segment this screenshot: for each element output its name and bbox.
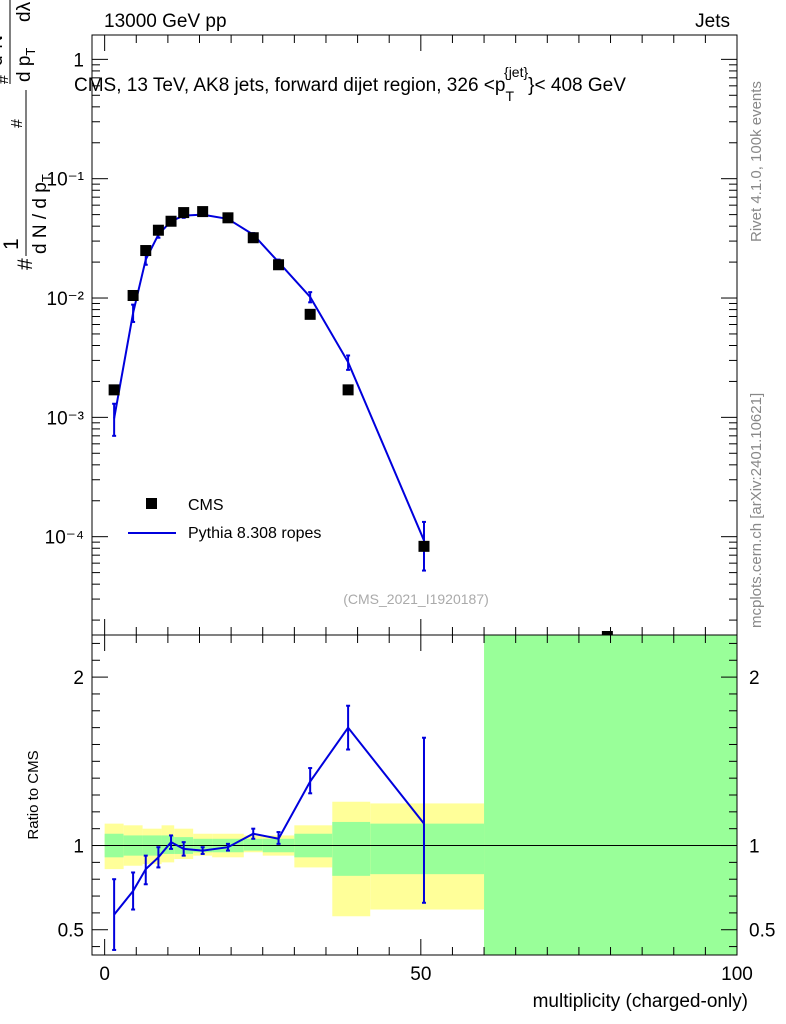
ratio-xtick-label: 50 <box>410 964 431 985</box>
main-ytick-label: 1 <box>73 50 84 71</box>
x-axis-label: multiplicity (charged-only) <box>533 991 748 1012</box>
ratio-band-green <box>243 838 263 851</box>
ratio-marks <box>112 704 426 951</box>
ylabel-lambda: dλ <box>14 1 35 22</box>
ratio-band-green <box>332 821 371 876</box>
plot-title: CMS, 13 TeV, AK8 jets, forward dijet reg… <box>74 64 626 104</box>
main-ytick-label: 10⁻⁴ <box>45 528 84 549</box>
ratio-axis-ticks: 0.5 0.5 1 1 2 2 0 50 100 <box>58 635 775 985</box>
mcplots-text: mcplots.cern.ch [arXiv:2401.10621] <box>748 393 765 628</box>
ratio-ytick-label: 2 <box>73 668 84 689</box>
ratio-xtick-label: 100 <box>721 964 753 985</box>
main-ytick-label: 10⁻¹ <box>47 170 85 191</box>
ratio-panel <box>92 635 737 955</box>
ylabel-one: 1 <box>0 238 23 250</box>
ratio-band-green <box>370 823 485 875</box>
ratio-ytick-label: 1 <box>73 837 84 858</box>
cms-point <box>247 232 259 244</box>
main-ylabel: # 1 d N / d pT # # d2N d pT dλ <box>0 0 54 270</box>
cms-point <box>342 384 354 396</box>
ylabel-den2: d pT <box>14 48 38 82</box>
ratio-frame <box>91 634 738 956</box>
header-right: Jets <box>695 11 730 32</box>
ylabel-hash3: # <box>0 75 12 84</box>
ylabel-den: d N / d pT <box>30 174 54 254</box>
ratio-xtick-label: 0 <box>99 964 110 985</box>
ratio-ytick-label-right: 0.5 <box>749 921 775 942</box>
cms-point <box>165 215 177 227</box>
cms-point <box>197 206 209 218</box>
cms-point <box>418 540 430 552</box>
analysis-tag: (CMS_2021_I1920187) <box>343 591 489 607</box>
mc-line <box>113 213 425 541</box>
ratio-ytick-label: 0.5 <box>58 921 84 942</box>
title-post: }< 408 GeV <box>528 75 626 96</box>
cms-point <box>127 289 139 301</box>
header-left: 13000 GeV pp <box>104 11 227 32</box>
main-ytick-label: 10⁻² <box>47 289 85 310</box>
main-frame <box>91 34 738 636</box>
cms-point <box>140 245 152 257</box>
legend-mc-label: Pythia 8.308 ropes <box>188 525 321 542</box>
cms-point <box>222 212 234 224</box>
cms-point <box>304 308 316 320</box>
legend-cms-label: CMS <box>188 497 224 514</box>
title-sub: T <box>505 88 514 104</box>
rivet-version-text: Rivet 4.1.0, 100k events <box>748 81 765 242</box>
ratio-band-green <box>484 635 737 955</box>
main-axis-ticks: 1 10⁻¹ 10⁻² 10⁻³ 10⁻⁴ <box>45 35 738 635</box>
cms-point <box>108 384 120 396</box>
ylabel-num: d2N <box>0 35 7 66</box>
cms-point <box>178 207 190 219</box>
title-pre: CMS, 13 TeV, AK8 jets, forward dijet reg… <box>74 75 505 96</box>
ylabel-hash2: # <box>9 119 26 128</box>
ylabel-hash1: # <box>14 258 37 270</box>
title-sup: {jet} <box>504 64 528 80</box>
cms-point <box>601 631 613 635</box>
ratio-ytick-label-right: 2 <box>749 668 760 689</box>
cms-point <box>152 224 164 236</box>
ratio-ytick-label-right: 1 <box>749 837 760 858</box>
main-ytick-label: 10⁻³ <box>47 408 85 429</box>
cms-point <box>273 259 285 271</box>
main-marks <box>108 206 613 635</box>
ratio-ylabel: Ratio to CMS <box>25 750 42 839</box>
legend-cms-marker <box>146 498 157 509</box>
